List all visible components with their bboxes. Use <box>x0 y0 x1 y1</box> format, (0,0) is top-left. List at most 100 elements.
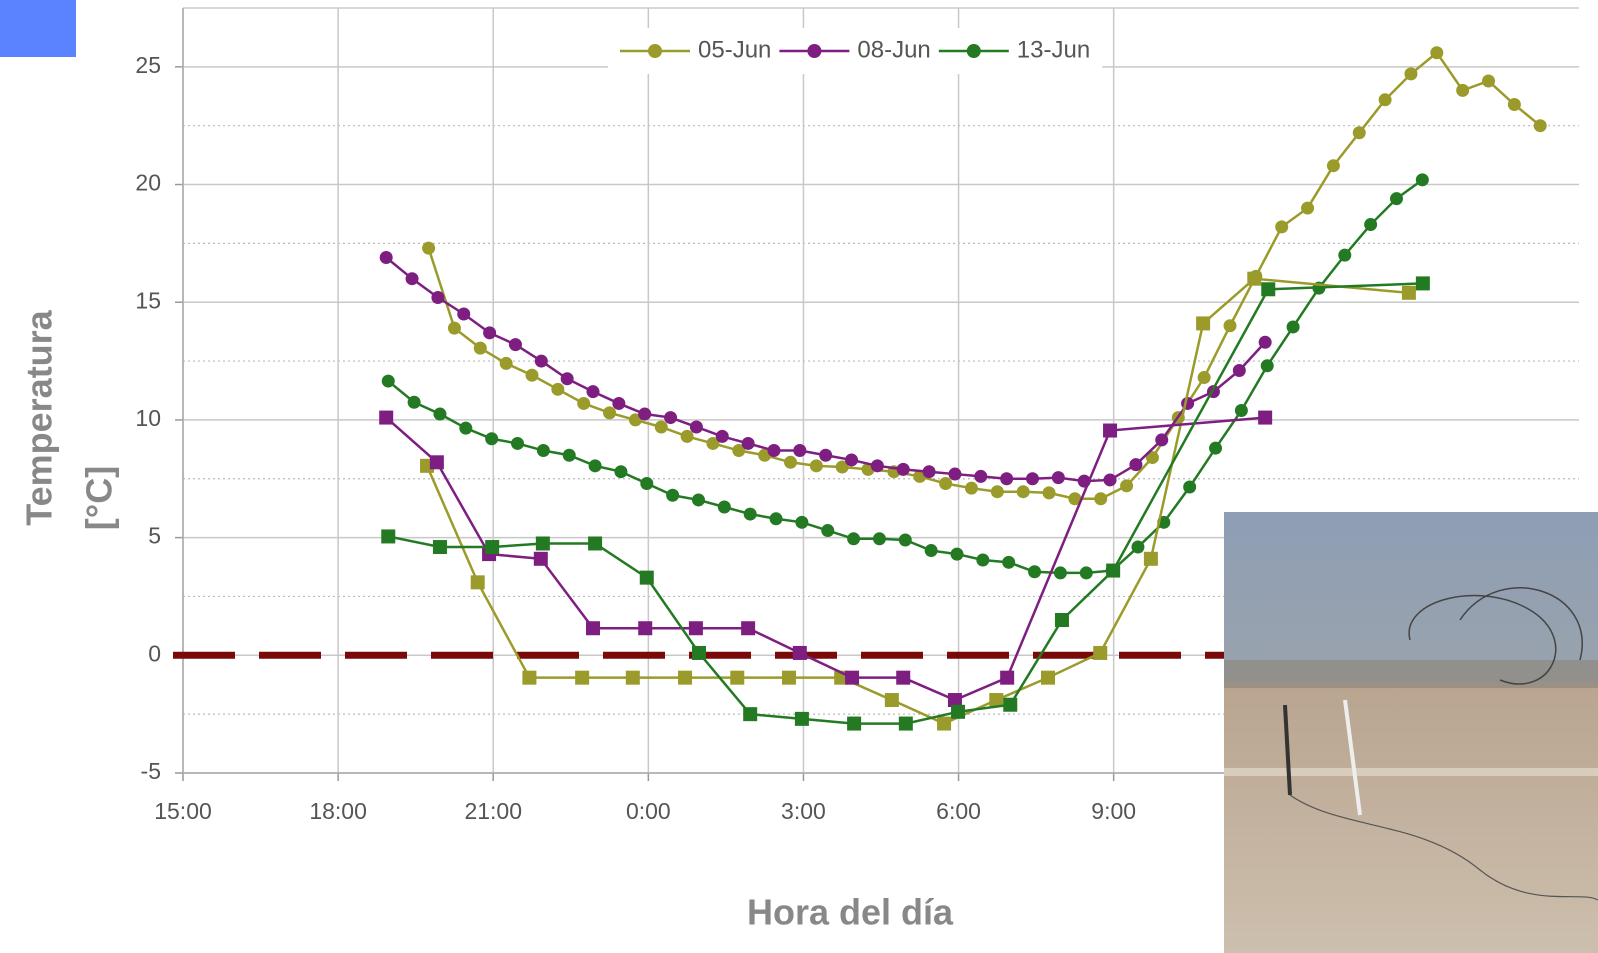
data-point <box>1301 201 1315 215</box>
y-tick-label: -5 <box>141 758 161 784</box>
data-point <box>664 411 678 425</box>
data-point <box>1131 540 1145 554</box>
data-point <box>767 444 781 458</box>
data-point <box>717 500 731 514</box>
y-axis-unit: [°C] <box>79 466 120 530</box>
data-point <box>784 455 798 469</box>
data-point <box>533 551 548 566</box>
data-point <box>847 532 861 546</box>
data-point <box>896 462 910 476</box>
data-point <box>1261 282 1276 297</box>
data-point <box>447 321 461 335</box>
data-point <box>459 421 473 435</box>
data-point <box>692 645 707 660</box>
legend-marker <box>807 44 822 58</box>
data-point <box>560 372 574 386</box>
data-point <box>639 570 654 585</box>
data-point <box>1143 551 1158 566</box>
data-point <box>473 341 487 355</box>
data-point <box>870 459 884 473</box>
data-point <box>845 670 860 685</box>
data-point <box>845 453 859 467</box>
data-point <box>1223 319 1237 333</box>
data-point <box>1482 74 1496 88</box>
data-point <box>407 395 421 409</box>
data-point <box>924 544 938 558</box>
data-point <box>485 540 500 555</box>
data-point <box>743 507 757 521</box>
data-point <box>781 670 796 685</box>
data-point <box>1103 473 1117 487</box>
data-point <box>922 465 936 479</box>
data-point <box>575 670 590 685</box>
data-point <box>1079 566 1093 580</box>
data-point <box>1258 335 1272 349</box>
data-point <box>1275 220 1289 234</box>
data-point <box>485 432 499 446</box>
data-point <box>522 670 537 685</box>
data-point <box>1183 480 1197 494</box>
data-point <box>896 670 911 685</box>
data-point <box>821 524 835 538</box>
data-point <box>948 467 962 481</box>
data-point <box>508 338 522 352</box>
data-point <box>1103 423 1118 438</box>
data-point <box>1093 645 1108 660</box>
data-point <box>835 460 849 474</box>
data-point <box>715 429 729 443</box>
legend-label: 05-Jun <box>698 36 771 63</box>
data-point <box>691 493 705 507</box>
data-point <box>1326 159 1340 173</box>
data-point <box>1196 316 1211 331</box>
data-point <box>1415 173 1429 187</box>
data-point <box>666 488 680 502</box>
data-point <box>1197 371 1211 385</box>
data-point <box>689 420 703 434</box>
x-tick-label: 0:00 <box>626 798 671 824</box>
data-point <box>1155 433 1169 447</box>
y-tick-label: 15 <box>135 287 161 313</box>
data-point <box>511 436 525 450</box>
data-point <box>525 368 539 382</box>
data-point <box>536 444 550 458</box>
data-point <box>588 536 603 551</box>
data-point <box>1401 285 1416 300</box>
data-point <box>1378 93 1392 107</box>
data-point <box>884 693 899 708</box>
data-point <box>1507 98 1521 112</box>
data-point <box>678 670 693 685</box>
data-point <box>433 407 447 421</box>
data-point <box>819 448 833 462</box>
data-point <box>939 476 953 490</box>
data-point <box>793 444 807 458</box>
data-point <box>379 251 393 265</box>
data-point <box>1404 67 1418 81</box>
data-point <box>1000 472 1014 486</box>
data-point <box>898 716 913 731</box>
data-point <box>1209 441 1223 455</box>
slide-accent <box>0 0 76 57</box>
data-point <box>1094 492 1108 506</box>
y-tick-label: 5 <box>148 523 161 549</box>
data-point <box>1042 486 1056 500</box>
site-photo <box>1224 512 1598 953</box>
data-point <box>872 532 886 546</box>
data-point <box>1232 363 1246 377</box>
data-point <box>794 711 809 726</box>
data-point <box>483 326 497 340</box>
data-point <box>1120 479 1134 493</box>
legend: 05-Jun 08-Jun 13-Jun <box>608 28 1103 74</box>
data-point <box>680 429 694 443</box>
data-point <box>730 670 745 685</box>
data-point <box>1145 451 1159 465</box>
data-point <box>628 413 642 427</box>
data-point <box>562 448 576 462</box>
data-point <box>1129 458 1143 472</box>
data-point <box>898 533 912 547</box>
data-point <box>1234 404 1248 418</box>
data-point <box>1430 46 1444 60</box>
data-point <box>431 291 445 305</box>
data-point <box>688 621 703 636</box>
x-tick-label: 3:00 <box>781 798 826 824</box>
data-point <box>1247 271 1262 286</box>
